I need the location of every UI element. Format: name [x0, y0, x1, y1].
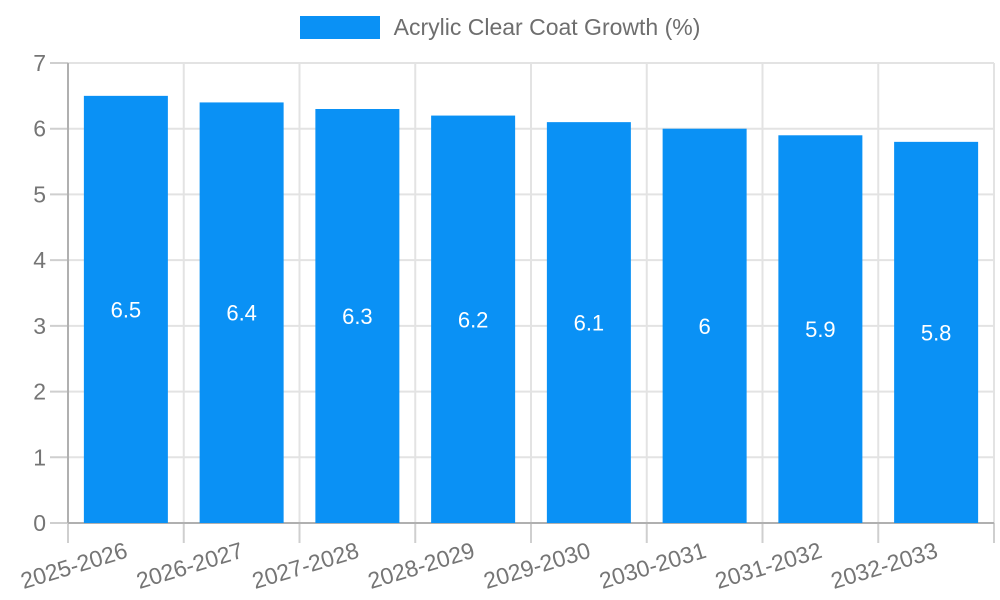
- bar-value-label: 6.4: [226, 301, 257, 326]
- bar-value-label: 6.2: [458, 307, 489, 332]
- legend-swatch[interactable]: [299, 16, 380, 39]
- bar[interactable]: [778, 135, 863, 524]
- x-axis-tick-label: 2029-2030: [481, 537, 594, 594]
- bar-value-label: 6: [699, 314, 711, 339]
- x-axis-tick-label: 2025-2026: [18, 537, 131, 594]
- x-axis-tick-label: 2028-2029: [365, 537, 478, 594]
- y-axis-tick-label: 0: [33, 510, 46, 536]
- bar[interactable]: [431, 115, 516, 524]
- y-axis-tick-label: 5: [33, 181, 46, 207]
- y-axis-tick-label: 6: [33, 116, 46, 142]
- y-axis-tick-label: 7: [33, 50, 46, 76]
- legend[interactable]: Acrylic Clear Coat Growth (%): [0, 16, 1000, 39]
- legend-label: Acrylic Clear Coat Growth (%): [393, 14, 701, 40]
- y-axis-tick-label: 4: [33, 247, 46, 273]
- bar[interactable]: [83, 95, 168, 523]
- bar-value-label: 6.1: [574, 311, 605, 336]
- bar-value-label: 6.5: [111, 297, 142, 322]
- x-axis-tick-label: 2026-2027: [133, 537, 246, 594]
- bar[interactable]: [546, 122, 631, 524]
- x-axis-tick-label: 2027-2028: [249, 537, 362, 594]
- y-axis-tick-label: 3: [33, 313, 46, 339]
- bar-value-label: 5.9: [805, 317, 836, 342]
- x-axis-tick-label: 2032-2033: [828, 537, 941, 594]
- bar[interactable]: [315, 109, 400, 523]
- bar-value-label: 5.8: [921, 320, 952, 345]
- bar[interactable]: [894, 141, 979, 523]
- x-axis-tick-label: 2030-2031: [596, 537, 709, 594]
- y-axis-tick-label: 2: [33, 379, 46, 405]
- bar[interactable]: [199, 102, 284, 523]
- y-axis-tick-label: 1: [33, 444, 46, 470]
- x-axis-tick-label: 2031-2032: [712, 537, 825, 594]
- bar[interactable]: [662, 128, 747, 523]
- bar-value-label: 6.3: [342, 304, 373, 329]
